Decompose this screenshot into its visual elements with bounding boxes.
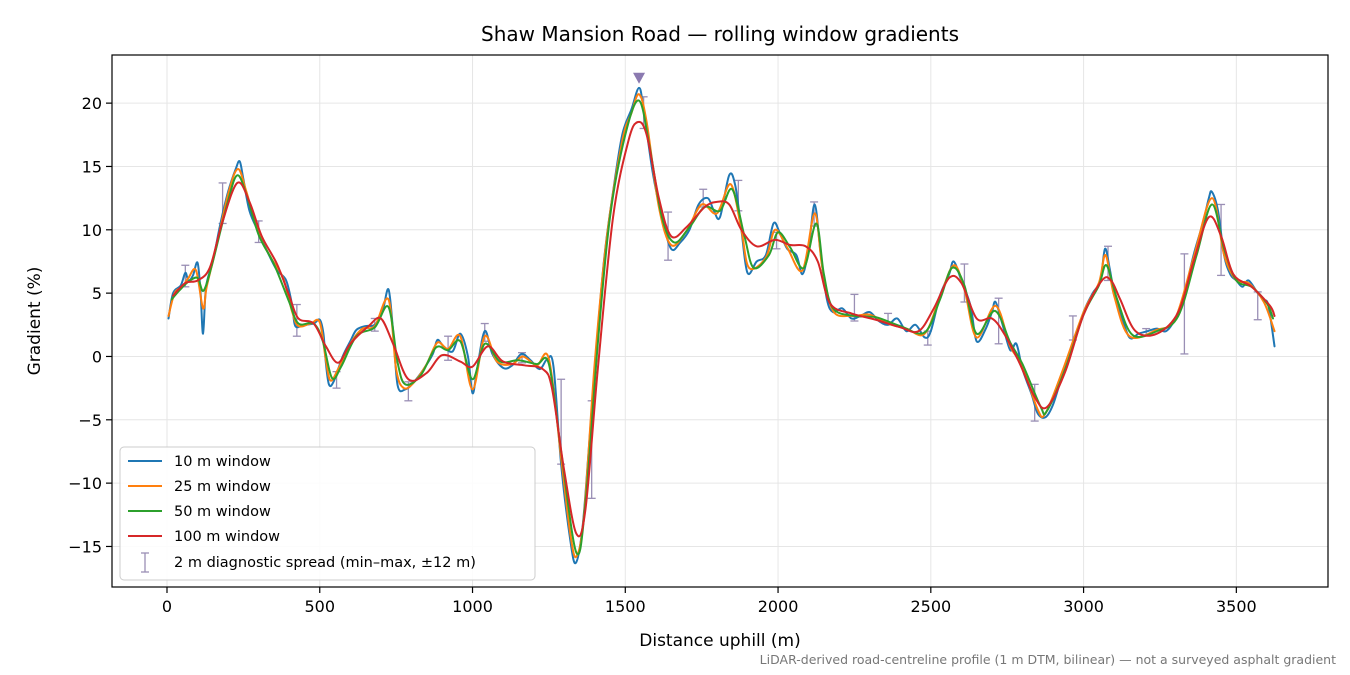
x-axis-ticks: 0 500 1000 1500 2000 2500 3000 3500 bbox=[162, 587, 1257, 616]
y-tick-label: 5 bbox=[92, 284, 102, 303]
legend-label-100m: 100 m window bbox=[174, 529, 280, 545]
plot-frame bbox=[111, 54, 1329, 588]
x-tick-label: 3000 bbox=[1063, 597, 1104, 616]
series-100m-line bbox=[172, 120, 1276, 538]
legend: 10 m window 25 m window 50 m window 100 … bbox=[119, 446, 536, 581]
y-axis-ticks: −15 −10 −5 0 5 10 15 20 bbox=[68, 94, 112, 556]
chart-title: Shaw Mansion Road — rolling window gradi… bbox=[481, 22, 959, 46]
y-tick-label: −15 bbox=[68, 537, 102, 556]
x-tick-label: 1000 bbox=[452, 597, 493, 616]
x-tick-label: 0 bbox=[162, 597, 172, 616]
y-tick-label: 20 bbox=[82, 94, 102, 113]
x-tick-label: 2500 bbox=[910, 597, 951, 616]
y-tick-label: −5 bbox=[78, 411, 102, 430]
legend-label-50m: 50 m window bbox=[174, 504, 271, 520]
y-tick-label: 10 bbox=[82, 221, 102, 240]
peak-marker-layer bbox=[633, 72, 646, 84]
legend-label-spread: 2 m diagnostic spread (min–max, ±12 m) bbox=[174, 555, 476, 571]
legend-swatch-spread bbox=[141, 552, 149, 573]
y-tick-label: 15 bbox=[82, 157, 102, 176]
y-tick-label: −10 bbox=[68, 474, 102, 493]
y-tick-label: 0 bbox=[92, 347, 102, 366]
legend-label-25m: 25 m window bbox=[174, 479, 271, 495]
x-axis-label: Distance uphill (m) bbox=[639, 631, 800, 651]
spread-bar bbox=[1180, 253, 1189, 355]
series-lines bbox=[167, 86, 1276, 565]
x-tick-label: 500 bbox=[304, 597, 335, 616]
x-tick-label: 2000 bbox=[758, 597, 799, 616]
x-tick-label: 3500 bbox=[1216, 597, 1257, 616]
legend-label-10m: 10 m window bbox=[174, 454, 271, 470]
footnote: LiDAR-derived road-centreline profile (1… bbox=[760, 652, 1336, 667]
x-tick-label: 1500 bbox=[605, 597, 646, 616]
spread-bar bbox=[994, 297, 1003, 345]
series-25m-line bbox=[167, 93, 1276, 559]
y-axis-label: Gradient (%) bbox=[25, 267, 45, 376]
legend-box bbox=[119, 446, 536, 581]
peak-marker bbox=[633, 72, 646, 84]
